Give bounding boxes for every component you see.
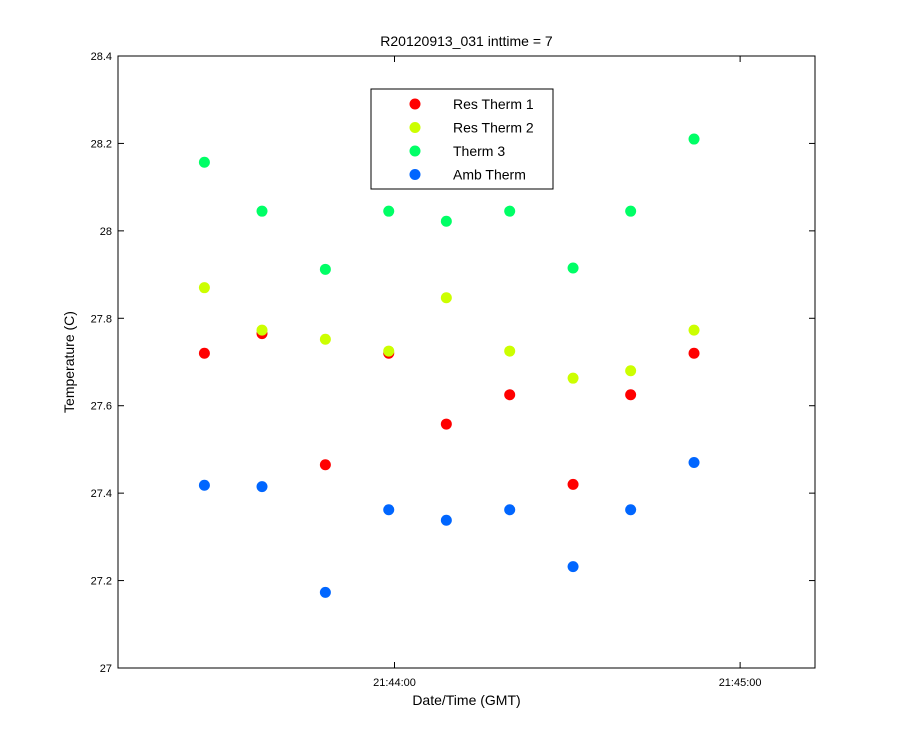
x-tick-label: 21:44:00 bbox=[373, 677, 416, 689]
data-point bbox=[625, 389, 637, 401]
x-tick-label: 21:45:00 bbox=[719, 677, 762, 689]
series-amb-therm bbox=[198, 457, 700, 598]
data-point bbox=[440, 514, 452, 526]
data-point bbox=[625, 205, 637, 217]
data-point bbox=[256, 481, 268, 493]
data-point bbox=[688, 324, 700, 336]
data-point bbox=[688, 457, 700, 469]
data-point bbox=[198, 282, 210, 294]
legend-label: Therm 3 bbox=[453, 143, 505, 159]
y-tick-label: 28.2 bbox=[91, 138, 112, 150]
y-tick-label: 27.2 bbox=[91, 576, 112, 588]
data-point bbox=[688, 347, 700, 359]
data-point bbox=[440, 418, 452, 430]
data-point bbox=[319, 333, 331, 345]
x-axis-title: Date/Time (GMT) bbox=[412, 692, 520, 708]
data-point bbox=[383, 345, 395, 357]
legend-marker bbox=[409, 122, 421, 133]
data-point bbox=[567, 561, 579, 573]
data-point bbox=[567, 372, 579, 384]
data-point bbox=[504, 504, 516, 516]
data-point bbox=[198, 479, 210, 491]
data-point bbox=[504, 205, 516, 217]
legend-label: Res Therm 2 bbox=[453, 120, 534, 136]
data-point bbox=[625, 365, 637, 377]
legend-label: Amb Therm bbox=[453, 167, 526, 183]
data-point bbox=[256, 324, 268, 336]
data-point bbox=[198, 156, 210, 168]
y-tick-label: 27 bbox=[100, 663, 112, 675]
data-point bbox=[319, 459, 331, 471]
data-point bbox=[198, 347, 210, 359]
series-therm-3 bbox=[198, 133, 700, 275]
legend-box bbox=[370, 88, 554, 190]
legend-marker bbox=[409, 169, 421, 180]
data-point bbox=[504, 389, 516, 401]
data-point bbox=[319, 263, 331, 275]
data-point bbox=[567, 478, 579, 490]
data-point bbox=[383, 205, 395, 217]
data-point bbox=[504, 345, 516, 357]
data-point bbox=[440, 215, 452, 227]
data-point bbox=[625, 504, 637, 516]
y-tick-label: 27.4 bbox=[91, 488, 112, 500]
data-point bbox=[383, 504, 395, 516]
y-tick-label: 28 bbox=[100, 226, 112, 238]
data-point bbox=[319, 586, 331, 598]
data-point bbox=[256, 205, 268, 217]
chart-title: R20120913_031 inttime = 7 bbox=[380, 33, 553, 49]
y-tick-label: 27.6 bbox=[91, 401, 112, 413]
legend-marker bbox=[409, 145, 421, 157]
legend-label: Res Therm 1 bbox=[453, 96, 534, 112]
y-axis-title: Temperature (C) bbox=[61, 311, 77, 413]
series-res-therm-2 bbox=[198, 282, 700, 384]
y-tick-label: 28.4 bbox=[91, 51, 112, 63]
y-tick-label: 27.8 bbox=[91, 313, 112, 325]
data-point bbox=[567, 262, 579, 274]
data-point bbox=[688, 133, 700, 145]
legend: Res Therm 1 Res Therm 2 Therm 3 Amb Therm bbox=[370, 88, 554, 190]
legend-marker bbox=[409, 98, 421, 110]
data-point bbox=[440, 292, 452, 304]
